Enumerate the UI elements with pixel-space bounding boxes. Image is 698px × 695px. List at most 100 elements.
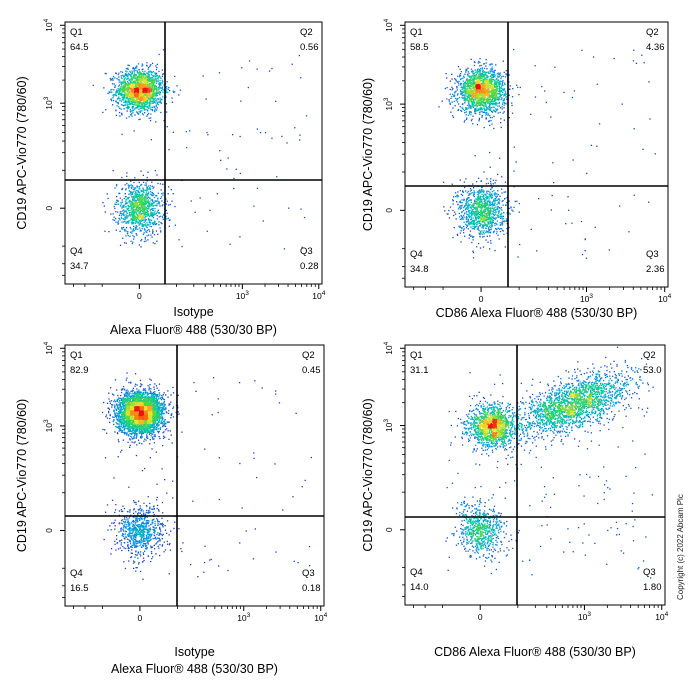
event-dot xyxy=(121,99,123,101)
event-dot xyxy=(513,146,515,148)
event-dot xyxy=(151,108,153,111)
event-dot xyxy=(469,94,471,96)
event-dot xyxy=(120,201,122,204)
event-dot xyxy=(150,117,152,119)
event-dot xyxy=(476,103,478,105)
event-dot xyxy=(136,112,139,114)
event-dot xyxy=(461,205,463,207)
event-dot xyxy=(479,225,482,227)
event-dot xyxy=(151,185,153,187)
event-dot xyxy=(136,234,138,236)
event-dot xyxy=(472,105,474,107)
event-dot xyxy=(128,92,130,94)
event-dot xyxy=(488,232,490,234)
event-dot xyxy=(477,104,480,106)
event-dot xyxy=(484,212,486,214)
event-dot xyxy=(141,65,143,67)
event-dot xyxy=(502,112,504,114)
event-dot xyxy=(142,114,144,116)
event-dot xyxy=(128,99,130,102)
event-dot xyxy=(153,89,155,91)
event-dot xyxy=(126,212,128,215)
event-dot xyxy=(487,227,490,229)
event-dot xyxy=(115,211,117,213)
event-dot xyxy=(477,77,480,79)
event-dot xyxy=(168,86,170,89)
event-dot xyxy=(167,193,169,195)
event-dot xyxy=(140,79,142,81)
event-dot xyxy=(474,107,476,110)
event-dot xyxy=(490,182,492,184)
event-dot xyxy=(489,200,491,202)
event-dot xyxy=(130,212,132,214)
event-dot xyxy=(488,193,490,196)
event-dot xyxy=(125,202,127,205)
event-dot xyxy=(476,69,479,71)
event-dot xyxy=(478,117,481,119)
event-dot xyxy=(466,108,468,111)
event-dot xyxy=(143,240,146,243)
event-dot xyxy=(483,235,485,238)
event-dot xyxy=(480,211,482,213)
event-dot xyxy=(168,219,170,221)
event-dot xyxy=(133,71,135,73)
event-dot xyxy=(146,207,148,210)
event-dot xyxy=(149,188,151,190)
event-dot xyxy=(131,94,133,97)
event-dot xyxy=(116,78,118,80)
event-dot xyxy=(144,105,146,107)
event-dot xyxy=(633,49,635,51)
event-dot xyxy=(137,228,139,230)
event-dot xyxy=(136,207,138,209)
event-dot xyxy=(483,107,485,110)
event-dot xyxy=(144,219,146,221)
event-dot xyxy=(130,73,132,75)
event-dot xyxy=(499,89,501,91)
event-dot xyxy=(468,110,471,113)
event-dot xyxy=(145,207,147,209)
event-dot xyxy=(144,216,146,219)
event-dot xyxy=(493,70,495,72)
event-dot xyxy=(494,202,496,204)
event-dot xyxy=(128,210,130,212)
event-dot xyxy=(154,102,157,104)
event-dot xyxy=(465,80,468,82)
event-dot xyxy=(476,210,478,212)
event-dot xyxy=(121,94,123,96)
event-dot xyxy=(465,90,467,92)
event-dot xyxy=(468,82,470,84)
event-dot xyxy=(114,94,116,96)
event-dot xyxy=(482,100,484,102)
event-dot xyxy=(153,201,155,203)
event-dot xyxy=(496,102,498,105)
event-dot xyxy=(465,218,467,220)
event-dot xyxy=(160,87,162,89)
event-dot xyxy=(466,104,469,107)
event-dot xyxy=(134,67,137,69)
event-dot xyxy=(143,82,145,84)
event-dot xyxy=(152,92,155,94)
event-dot xyxy=(551,194,553,197)
event-dot xyxy=(134,209,137,211)
event-dot xyxy=(473,73,475,75)
event-dot xyxy=(142,99,144,101)
event-dot xyxy=(479,223,482,225)
event-dot xyxy=(126,201,128,204)
event-dot xyxy=(473,193,475,195)
event-dot xyxy=(497,85,499,88)
event-dot xyxy=(464,212,466,214)
event-dot xyxy=(497,76,499,78)
event-dot xyxy=(481,82,483,84)
event-dot xyxy=(162,80,164,83)
event-dot xyxy=(146,90,148,92)
event-dot xyxy=(127,197,129,199)
event-dot xyxy=(139,103,141,105)
event-dot xyxy=(117,211,119,213)
event-dot xyxy=(125,235,127,237)
event-dot xyxy=(122,206,124,208)
event-dot xyxy=(159,86,161,88)
event-dot xyxy=(147,94,150,97)
event-dot xyxy=(463,210,465,212)
event-dot xyxy=(147,89,149,92)
event-dot xyxy=(132,214,134,216)
